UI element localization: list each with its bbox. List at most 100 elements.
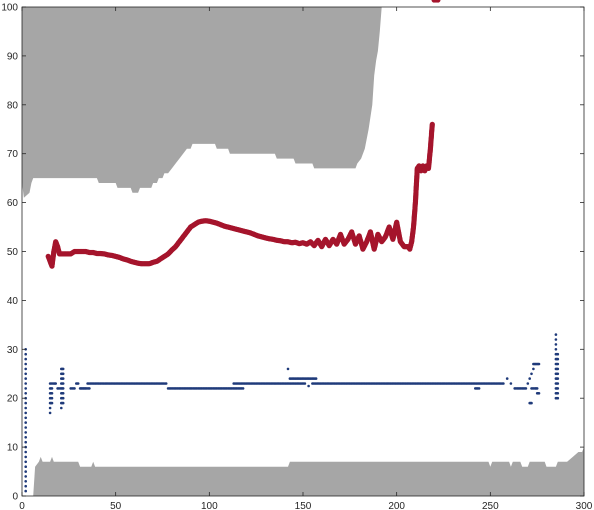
y-tick-label: 100 — [1, 3, 18, 14]
lower-series-trail — [471, 382, 474, 385]
lower-series-trail — [61, 382, 64, 385]
lower-series-trail — [556, 353, 559, 356]
lower-series-trail — [501, 382, 504, 385]
lower-series-trail — [516, 387, 519, 390]
lower-series-trail — [104, 382, 107, 385]
y-tick-label: 20 — [7, 394, 19, 405]
lower-series-point — [24, 490, 27, 493]
lower-series-trail — [50, 392, 53, 395]
lower-series-trail — [173, 387, 176, 390]
lower-series-trail — [50, 402, 53, 405]
lower-series-trail — [314, 377, 317, 380]
lower-series-trail — [445, 382, 448, 385]
lower-series-trail — [61, 392, 64, 395]
lower-series-trail — [108, 382, 111, 385]
lower-series-trail — [291, 377, 294, 380]
lower-series-trail — [145, 382, 148, 385]
lower-series-point — [60, 407, 63, 410]
lower-series-trail — [497, 382, 500, 385]
lower-series-trail — [89, 382, 92, 385]
lower-series-trail — [61, 387, 64, 390]
lower-series-point — [555, 343, 558, 346]
y-tick-label: 70 — [7, 149, 19, 160]
lower-series-trail — [475, 382, 478, 385]
lower-series-trail — [188, 387, 191, 390]
lower-series-trail — [218, 387, 221, 390]
lower-series-trail — [222, 387, 225, 390]
lower-series-trail — [291, 382, 294, 385]
lower-series-trail — [295, 382, 298, 385]
lower-series-trail — [237, 387, 240, 390]
lower-series-trail — [181, 387, 184, 390]
lower-series-trail — [96, 382, 99, 385]
lower-series-point — [510, 382, 513, 385]
lower-series-trail — [50, 397, 53, 400]
lower-series-trail — [269, 382, 272, 385]
lower-series-point — [24, 436, 27, 439]
lower-series-point — [555, 338, 558, 341]
lower-series-trail — [123, 382, 126, 385]
lower-series-trail — [284, 382, 287, 385]
lower-series-trail — [61, 373, 64, 376]
lower-series-trail — [434, 382, 437, 385]
lower-series-trail — [332, 382, 335, 385]
lower-series-trail — [242, 382, 245, 385]
lower-series-trail — [50, 387, 53, 390]
y-tick-label: 50 — [7, 247, 19, 258]
lower-series-trail — [169, 387, 172, 390]
lower-series-trail — [76, 382, 79, 385]
lower-series-trail — [415, 382, 418, 385]
lower-series-point — [506, 377, 509, 380]
lower-series-trail — [233, 387, 236, 390]
lower-series-trail — [226, 387, 229, 390]
lower-series-trail — [119, 382, 122, 385]
lower-series-trail — [422, 382, 425, 385]
lower-series-trail — [325, 382, 328, 385]
lower-series-point — [24, 382, 27, 385]
shaded-regions-layer — [22, 7, 584, 496]
x-tick-label: 250 — [482, 501, 499, 510]
lower-series-trail — [366, 382, 369, 385]
lower-series-trail — [265, 382, 268, 385]
lower-boundary-region — [33, 447, 584, 496]
lower-series-point — [24, 465, 27, 468]
lower-series-trail — [340, 382, 343, 385]
lower-series-point — [24, 421, 27, 424]
lower-series-trail — [257, 382, 260, 385]
lower-series-trail — [400, 382, 403, 385]
lower-series-trail — [235, 382, 238, 385]
lower-series-trail — [452, 382, 455, 385]
lower-series-trail — [302, 377, 305, 380]
x-tick-label: 150 — [295, 501, 312, 510]
lower-series-point — [24, 441, 27, 444]
lower-series-point — [555, 333, 558, 336]
lower-series-trail — [138, 382, 141, 385]
lower-series-trail — [556, 387, 559, 390]
lower-series-trail — [321, 382, 324, 385]
lower-series-trail — [370, 382, 373, 385]
lower-series-trail — [535, 387, 538, 390]
lower-series-trail — [556, 358, 559, 361]
lower-series-trail — [377, 382, 380, 385]
lower-series-trail — [355, 382, 358, 385]
lower-series-trail — [126, 382, 129, 385]
lower-series-trail — [115, 382, 118, 385]
lower-series-trail — [463, 382, 466, 385]
lower-series-trail — [87, 387, 90, 390]
lower-series-point — [24, 485, 27, 488]
lower-series-trail — [490, 382, 493, 385]
lower-series-point — [24, 451, 27, 454]
y-tick-label: 10 — [7, 443, 19, 454]
lower-series-trail — [211, 387, 214, 390]
lower-series-trail — [407, 382, 410, 385]
lower-series-trail — [72, 387, 75, 390]
lower-series-trail — [177, 387, 180, 390]
lower-series-trail — [149, 382, 152, 385]
lower-series-trail — [192, 387, 195, 390]
lower-series-trail — [556, 363, 559, 366]
lower-series-trail — [419, 382, 422, 385]
lower-series-trail — [430, 382, 433, 385]
lower-series-trail — [306, 377, 309, 380]
lower-series-trail — [134, 382, 137, 385]
lower-series-trail — [556, 397, 559, 400]
